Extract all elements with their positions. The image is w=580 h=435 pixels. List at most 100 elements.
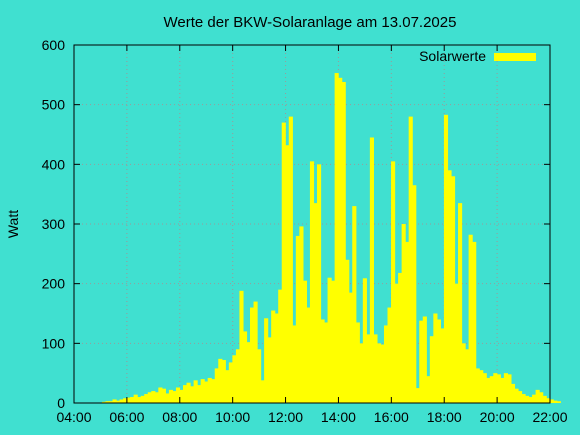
- solar-bar: [450, 176, 456, 403]
- solar-bar: [532, 394, 537, 403]
- solar-bar: [183, 385, 188, 403]
- solar-bar: [373, 334, 378, 403]
- solar-bar: [105, 401, 110, 403]
- solar-bar: [510, 383, 516, 403]
- solar-bar: [521, 394, 526, 403]
- solar-bar: [320, 319, 325, 403]
- solar-bar: [147, 392, 152, 403]
- solar-bar: [267, 337, 272, 403]
- solar-bar: [546, 398, 551, 403]
- solar-bar: [331, 280, 336, 403]
- solar-bar: [419, 320, 424, 403]
- solar-bar: [228, 362, 233, 403]
- solar-bar: [108, 401, 114, 403]
- solar-bar: [292, 325, 297, 403]
- solar-bar: [151, 391, 156, 403]
- solar-bar: [433, 313, 438, 403]
- solar-bar: [539, 392, 544, 403]
- solar-bar: [500, 377, 505, 403]
- solar-bar: [383, 325, 389, 403]
- solar-bar: [126, 397, 131, 403]
- solar-bar: [190, 386, 195, 403]
- x-tick-label: 08:00: [162, 409, 197, 425]
- solar-bar: [549, 399, 554, 403]
- solar-bar: [214, 368, 219, 403]
- solar-bar: [507, 374, 512, 403]
- solar-bar: [281, 122, 286, 404]
- solar-bar: [338, 77, 343, 404]
- solar-bar: [412, 185, 417, 403]
- solar-bar: [359, 343, 364, 403]
- solar-bar: [193, 380, 198, 403]
- solar-bar: [525, 395, 530, 403]
- axis-ticks: 04:00 06:00 08:00 10:00 12:00 14:00 16:00 18:00…: [42, 37, 568, 425]
- solar-bar: [235, 349, 241, 403]
- y-tick-label: 500: [42, 97, 66, 113]
- solar-bar: [415, 388, 420, 403]
- solar-bar: [475, 368, 480, 403]
- solar-bar: [260, 380, 265, 403]
- solar-bar: [401, 224, 406, 403]
- solar-bar: [249, 307, 255, 403]
- x-tick-label: 10:00: [215, 409, 250, 425]
- x-tick-label: 16:00: [374, 409, 409, 425]
- solar-bar: [348, 292, 353, 403]
- x-tick-label: 22:00: [532, 409, 567, 425]
- y-tick-label: 600: [42, 37, 66, 53]
- solar-bar: [207, 377, 212, 403]
- solar-bar: [313, 203, 318, 403]
- solar-bar: [306, 307, 311, 403]
- solar-bar: [204, 381, 209, 403]
- solar-bar: [161, 388, 166, 403]
- solar-bar: [327, 277, 332, 403]
- solar-bar: [429, 336, 434, 403]
- solar-bar: [394, 283, 399, 403]
- solar-bar: [186, 382, 191, 403]
- solar-bar: [341, 81, 346, 403]
- solar-bar: [288, 116, 293, 403]
- solar-bar: [197, 385, 202, 403]
- solar-bar: [517, 391, 523, 403]
- x-tick-label: 18:00: [427, 409, 462, 425]
- solar-bar: [496, 374, 501, 403]
- solar-bar: [503, 373, 508, 403]
- solar-bar: [295, 235, 300, 403]
- y-tick-label: 200: [42, 276, 66, 292]
- solar-bar: [472, 241, 477, 403]
- solar-bar: [556, 401, 561, 403]
- solar-bar: [133, 394, 138, 403]
- solar-bar: [369, 137, 375, 403]
- solar-bar: [334, 73, 339, 403]
- solar-bar: [218, 358, 223, 403]
- solar-bar: [175, 387, 181, 403]
- solar-bar: [309, 161, 315, 403]
- solar-bar: [454, 283, 459, 403]
- solar-bar: [242, 331, 248, 403]
- solar-bar: [274, 313, 279, 403]
- solar-bar: [316, 164, 322, 403]
- x-tick-label: 06:00: [109, 409, 144, 425]
- solar-bar: [116, 400, 121, 403]
- solar-bar: [458, 203, 463, 403]
- solar-bar: [112, 399, 117, 403]
- solar-bar: [158, 387, 163, 403]
- solar-bar: [271, 310, 276, 403]
- solar-bar: [482, 373, 487, 403]
- solar-bar: [355, 322, 360, 403]
- solar-bar: [479, 370, 484, 403]
- solar-bar: [168, 389, 174, 403]
- y-tick-label: 100: [42, 335, 66, 351]
- solar-bar: [468, 234, 473, 403]
- solar-bar: [493, 373, 498, 403]
- solar-bar: [380, 344, 385, 403]
- y-tick-label: 300: [42, 216, 66, 232]
- legend: Solarwerte: [419, 48, 536, 64]
- y-tick-label: 0: [57, 395, 65, 411]
- solar-bar: [130, 397, 135, 403]
- solar-bar: [278, 289, 283, 403]
- solar-bar: [123, 398, 128, 403]
- x-tick-label: 20:00: [480, 409, 515, 425]
- solar-bar: [426, 376, 431, 403]
- solar-bar: [405, 241, 410, 403]
